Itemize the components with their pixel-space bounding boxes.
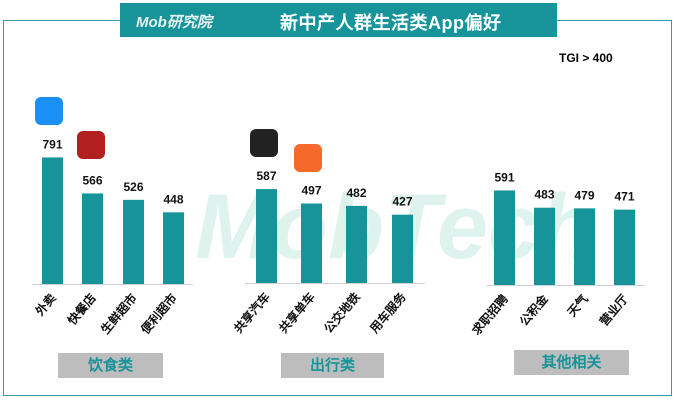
data-label: 566 (82, 173, 102, 187)
data-label: 448 (163, 192, 183, 206)
category-label: 营业厅 (596, 291, 631, 328)
bar (534, 207, 555, 285)
bar (256, 189, 277, 283)
group-label-food: 饮食类 (58, 353, 163, 378)
bar (42, 157, 63, 284)
bar (392, 214, 413, 283)
group-label-other: 其他相关 (514, 350, 629, 375)
bar (574, 208, 595, 285)
category-label: 外卖 (32, 290, 59, 318)
category-label: 生鲜超市 (97, 290, 139, 336)
data-label: 479 (574, 188, 594, 202)
data-label: 471 (614, 190, 634, 204)
category-label: 公交地铁 (320, 289, 362, 335)
data-label: 587 (256, 169, 276, 183)
data-label: 497 (301, 183, 321, 197)
data-label: 482 (346, 186, 366, 200)
category-label: 便利超市 (137, 290, 179, 336)
kfc-app-icon (77, 131, 105, 159)
category-label: 求职招聘 (468, 291, 510, 337)
bar (614, 209, 635, 285)
group-label-travel: 出行类 (281, 353, 384, 378)
category-label: 天气 (564, 291, 591, 319)
data-label: 427 (392, 195, 412, 209)
bar (82, 193, 103, 284)
bar (301, 203, 322, 283)
eleme-app-icon (35, 97, 63, 125)
data-label: 483 (534, 188, 554, 202)
data-label: 526 (123, 180, 143, 194)
bar (494, 190, 515, 285)
bar (346, 205, 367, 283)
bar (123, 199, 144, 284)
gofun-app-icon (250, 129, 278, 157)
data-label: 791 (42, 137, 62, 151)
bar (163, 212, 184, 284)
category-label: 用车服务 (366, 289, 410, 337)
logo: Mob研究院 (136, 14, 212, 31)
data-label: 591 (494, 170, 514, 184)
category-label: 公积金 (516, 291, 551, 329)
header-banner: Mob研究院 新中产人群生活类App偏好 (120, 3, 557, 37)
page-title: 新中产人群生活类App偏好 (280, 13, 502, 33)
tgi-note: TGI > 400 (559, 51, 613, 65)
category-label: 快餐店 (64, 290, 99, 327)
category-label: 共享汽车 (230, 289, 272, 335)
category-label: 共享单车 (275, 289, 317, 335)
bike-app-icon (294, 144, 322, 172)
